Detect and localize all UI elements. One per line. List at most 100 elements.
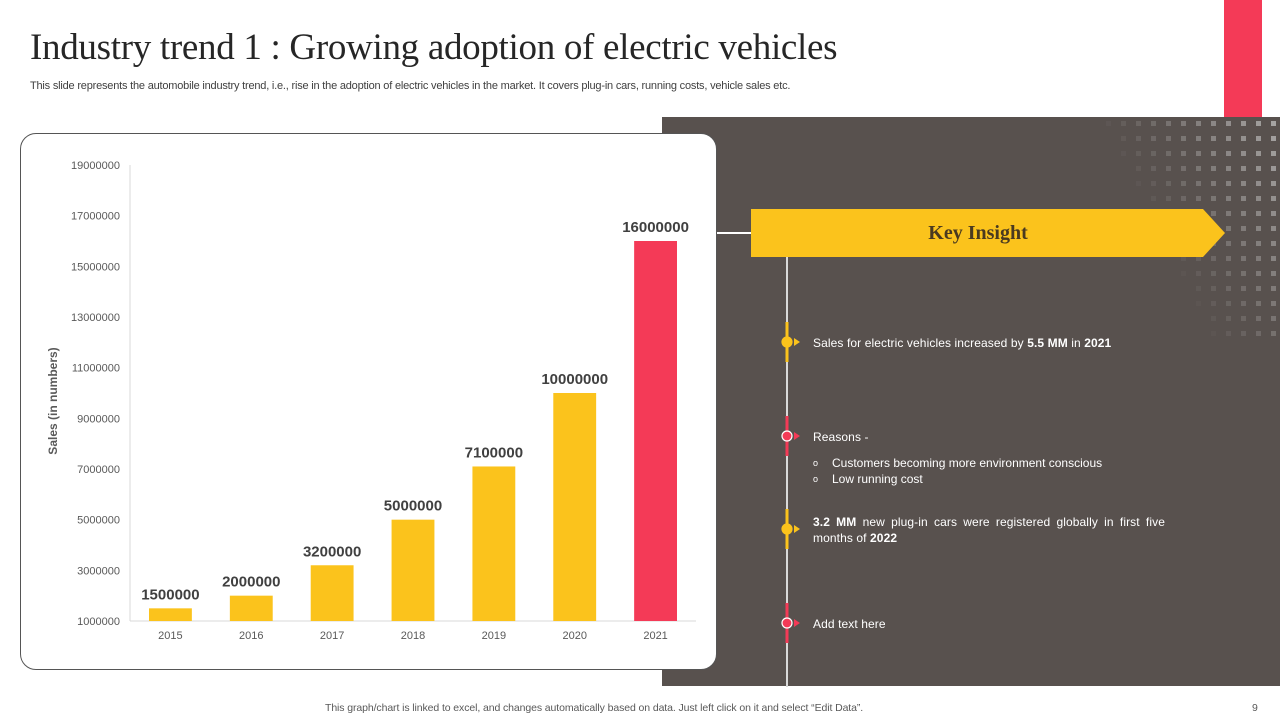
insight-item-2: Reasons -: [813, 430, 869, 444]
decorative-dot: [1241, 121, 1246, 126]
key-insight-banner: Key Insight: [751, 209, 1225, 257]
bar-2019[interactable]: [472, 466, 516, 621]
y-tick-label: 1000000: [77, 616, 120, 628]
decorative-dot: [1271, 181, 1276, 186]
decorative-dot: [1271, 136, 1276, 141]
decorative-dot: [1211, 316, 1216, 321]
decorative-dot: [1196, 181, 1201, 186]
bar-2020[interactable]: [553, 393, 597, 621]
y-tick-label: 17000000: [71, 211, 120, 223]
timeline-marker-4: [767, 603, 807, 643]
data-label: 7100000: [465, 444, 523, 461]
x-tick-label: 2018: [401, 630, 425, 642]
decorative-dot: [1256, 301, 1261, 306]
connector-line: [717, 232, 752, 234]
decorative-dot: [1211, 256, 1216, 261]
decorative-dot: [1211, 286, 1216, 291]
decorative-dot: [1256, 166, 1261, 171]
y-tick-label: 19000000: [71, 160, 120, 172]
bar-2016[interactable]: [229, 595, 273, 621]
x-tick-label: 2016: [239, 630, 263, 642]
decorative-dot: [1211, 166, 1216, 171]
decorative-dot: [1181, 136, 1186, 141]
marker-dot-icon: [781, 523, 793, 535]
decorative-dot: [1256, 316, 1261, 321]
decorative-dot: [1166, 151, 1171, 156]
decorative-dot: [1121, 136, 1126, 141]
marker-dot-icon: [781, 617, 793, 629]
decorative-dot: [1166, 181, 1171, 186]
decorative-dot: [1196, 271, 1201, 276]
decorative-dot: [1256, 211, 1261, 216]
decorative-dot: [1226, 196, 1231, 201]
decorative-dot: [1256, 331, 1261, 336]
decorative-dot: [1106, 121, 1111, 126]
marker-arrow-icon: [794, 432, 800, 440]
decorative-dot: [1271, 316, 1276, 321]
page-number: 9: [1252, 702, 1258, 714]
decorative-dot: [1211, 181, 1216, 186]
decorative-dot: [1271, 286, 1276, 291]
slide-subtitle: This slide represents the automobile ind…: [30, 80, 791, 92]
decorative-dot: [1226, 151, 1231, 156]
insight-panel: [662, 117, 1280, 686]
bar-2015[interactable]: [149, 608, 192, 621]
decorative-dot: [1211, 196, 1216, 201]
insight-item-1: Sales for electric vehicles increased by…: [813, 336, 1112, 350]
y-axis-title: Sales (in numbers): [46, 347, 60, 454]
y-tick-label: 5000000: [77, 515, 120, 527]
decorative-dot: [1271, 151, 1276, 156]
decorative-dot: [1136, 166, 1141, 171]
bar-2017[interactable]: [310, 565, 354, 621]
decorative-dot: [1241, 316, 1246, 321]
decorative-dot: [1256, 196, 1261, 201]
timeline-marker-2: [767, 416, 807, 456]
decorative-dot: [1256, 286, 1261, 291]
decorative-dot: [1271, 121, 1276, 126]
bar-2021[interactable]: [634, 241, 677, 621]
decorative-dot: [1226, 136, 1231, 141]
decorative-dot: [1226, 271, 1231, 276]
decorative-dot: [1256, 121, 1261, 126]
decorative-dot: [1226, 181, 1231, 186]
data-label: 3200000: [303, 543, 361, 560]
decorative-dot: [1241, 166, 1246, 171]
footer-note: This graph/chart is linked to excel, and…: [325, 702, 864, 714]
sales-bar-chart[interactable]: 1000000 3000000 5000000 7000000 9000000 11000…: [21, 134, 718, 671]
decorative-dot: [1151, 151, 1156, 156]
marker-arrow-icon: [794, 525, 800, 533]
y-tick-label: 3000000: [77, 565, 120, 577]
decorative-dot: [1241, 241, 1246, 246]
decorative-dot: [1211, 211, 1216, 216]
decorative-dot: [1211, 331, 1216, 336]
bar-2018[interactable]: [391, 519, 435, 621]
decorative-dot: [1136, 151, 1141, 156]
decorative-dot: [1271, 226, 1276, 231]
decorative-dot: [1241, 196, 1246, 201]
decorative-dot: [1271, 301, 1276, 306]
decorative-dot: [1256, 241, 1261, 246]
insight-item-4[interactable]: Add text here: [813, 617, 886, 631]
x-tick-label: 2021: [643, 630, 667, 642]
decorative-dot: [1241, 271, 1246, 276]
decorative-dot: [1196, 256, 1201, 261]
data-label: 5000000: [384, 498, 442, 515]
decorative-dot: [1226, 256, 1231, 261]
y-tick-label: 9000000: [77, 413, 120, 425]
insight-item-3: 3.2 MM new plug-in cars were registered …: [813, 515, 1165, 545]
x-tick-label: 2015: [158, 630, 182, 642]
decorative-dot: [1151, 181, 1156, 186]
decorative-dot: [1181, 151, 1186, 156]
arrow-banner-shape: [751, 209, 1225, 257]
decorative-dot: [1136, 136, 1141, 141]
x-tick-label: 2019: [482, 630, 506, 642]
decorative-dot: [1151, 166, 1156, 171]
chart-card[interactable]: 1000000 3000000 5000000 7000000 9000000 11000…: [20, 133, 717, 670]
reason-item: o Low running cost: [813, 472, 923, 486]
decorative-dot: [1256, 226, 1261, 231]
decorative-dot: [1271, 211, 1276, 216]
decorative-dot: [1241, 331, 1246, 336]
data-label: 16000000: [622, 219, 689, 236]
decorative-dot: [1196, 286, 1201, 291]
decorative-dot: [1271, 196, 1276, 201]
